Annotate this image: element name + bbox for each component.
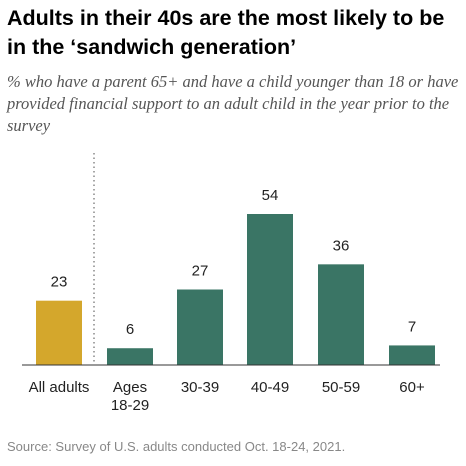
value-label-2: 27: [192, 263, 209, 280]
bar-3: [247, 214, 293, 365]
bar-2: [177, 289, 223, 365]
category-label-4: 50-59: [322, 379, 360, 396]
bar-chart: 23 6 27 54 36 7 All adults Ages 18-29 30-39 40-49…: [22, 153, 440, 414]
category-label-1: Ages 18-29: [111, 379, 149, 414]
value-label-5: 7: [408, 318, 416, 335]
bar-0: [36, 300, 82, 365]
value-label-3: 54: [262, 187, 279, 204]
value-labels-layer: 23 6 27 54 36 7: [51, 187, 417, 338]
source-note: Source: Survey of U.S. adults conducted …: [7, 439, 346, 454]
category-labels-layer: All adults Ages 18-29 30-39 40-49 50-59 60+: [29, 379, 425, 414]
bar-5: [389, 345, 435, 365]
bar-1: [107, 348, 153, 365]
bar-4: [318, 264, 364, 365]
value-label-4: 36: [333, 237, 350, 254]
category-label-3: 40-49: [251, 379, 289, 396]
bars-layer: [36, 214, 435, 365]
value-label-0: 23: [51, 274, 68, 291]
chart-title: Adults in their 40s are the most likely …: [7, 6, 445, 59]
category-label-0: All adults: [29, 379, 90, 396]
chart-subtitle: % who have a parent 65+ and have a child…: [7, 72, 459, 135]
category-label-5: 60+: [399, 379, 425, 396]
value-label-1: 6: [126, 321, 134, 338]
category-label-2: 30-39: [181, 379, 219, 396]
